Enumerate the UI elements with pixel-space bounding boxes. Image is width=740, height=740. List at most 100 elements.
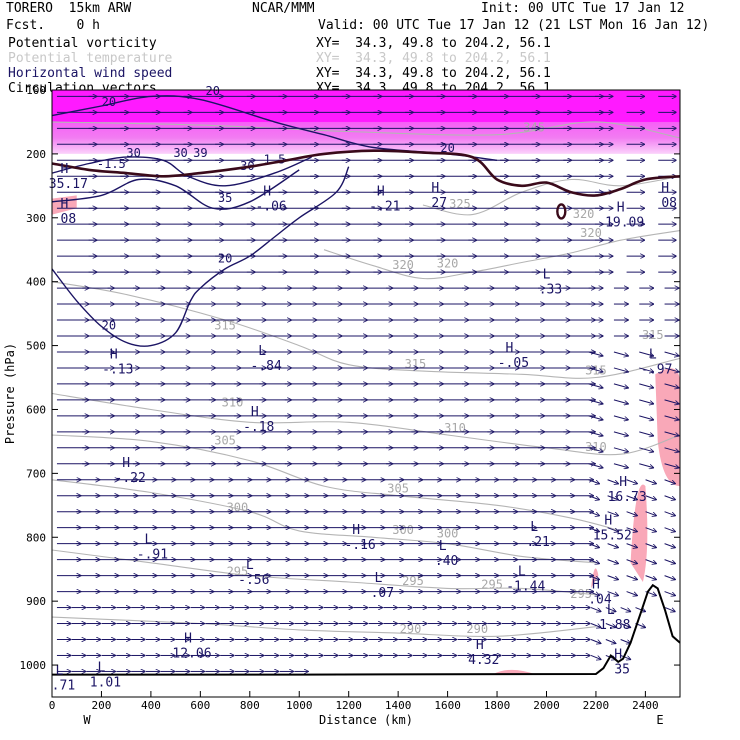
wind-speed-contour-label: 20 — [102, 319, 116, 333]
wind-speed-contour-line — [51, 166, 350, 347]
circulation-vector — [664, 431, 679, 436]
theta-contour-line — [51, 434, 621, 532]
circulation-vector — [588, 399, 603, 404]
field-pv-name: Potential vorticity — [8, 36, 157, 51]
wind-speed-contour-line — [51, 169, 300, 210]
extremum-value-label: 4.32 — [468, 653, 499, 668]
y-tick-label: 500 — [26, 340, 46, 353]
extremum-value-label: -.18 — [243, 420, 274, 435]
theta-contour-label: 290 — [466, 622, 488, 636]
y-tick-label: 300 — [26, 212, 46, 225]
circulation-vector — [639, 463, 653, 468]
extremum-value-label: 12.06 — [172, 647, 211, 662]
theta-contour-label: 305 — [387, 482, 409, 496]
high-marker: H — [251, 405, 259, 420]
extremum-value-label: -.91 — [137, 548, 168, 563]
low-marker: L — [607, 603, 615, 618]
wind-speed-contour-label: 20 — [102, 95, 116, 109]
wind-speed-contour-label: 20 — [205, 84, 219, 98]
low-marker: L — [374, 571, 382, 586]
pv-low-shading — [655, 368, 680, 487]
circulation-vector — [588, 511, 600, 516]
circulation-vector — [639, 351, 653, 356]
circulation-vectors — [56, 96, 679, 671]
circulation-vector — [613, 351, 628, 356]
high-marker: H — [604, 513, 612, 528]
circulation-vector — [626, 543, 638, 548]
circulation-vector — [645, 575, 657, 580]
extremum-value-label: -.05 — [498, 356, 529, 371]
x-tick-label: 2200 — [583, 699, 610, 712]
theta-contour-label: 295 — [402, 574, 424, 588]
pv-closed-contour — [556, 203, 567, 220]
circulation-vector — [607, 479, 619, 484]
y-tick-label: 700 — [26, 467, 46, 480]
x-tick-label: 1400 — [385, 699, 412, 712]
circulation-vector — [626, 511, 638, 516]
circulation-vector — [626, 559, 638, 564]
circulation-vector — [664, 543, 676, 548]
circulation-vector — [626, 591, 638, 596]
theta-contour-label: 345 — [523, 121, 545, 135]
circulation-vector — [639, 383, 653, 388]
extremum-value-label: 16.73 — [608, 490, 647, 505]
field-wind-name: Horizontal wind speed — [8, 66, 173, 81]
circulation-vector — [639, 415, 653, 420]
extremum-value-label: -.06 — [255, 199, 286, 214]
theta-contour-line — [51, 281, 681, 379]
low-marker: L — [518, 565, 526, 580]
extremum-value-label: -.21 — [369, 199, 400, 214]
wind-speed-contour-label: 39 — [193, 146, 207, 160]
x-axis-title: Distance (km) — [319, 713, 413, 727]
high-marker: H — [617, 200, 625, 215]
theta-contour-label: 310 — [444, 421, 466, 435]
extremum-value-label: 1.88 — [599, 618, 630, 633]
extremum-value-label: .71 — [52, 679, 75, 694]
theta-contour-line — [51, 616, 596, 638]
high-marker: H — [661, 181, 669, 196]
circulation-vector — [607, 527, 619, 532]
extremum-value-label: .07 — [371, 586, 394, 601]
circulation-vector — [613, 383, 628, 388]
high-marker: H — [476, 638, 484, 653]
circulation-vector — [664, 511, 676, 516]
low-marker: L — [258, 344, 266, 359]
theta-contour-label: 300 — [227, 501, 249, 515]
field-wind-xy: XY= 34.3, 49.8 to 204.2, 56.1 — [316, 66, 551, 81]
circulation-vector — [588, 591, 600, 596]
circulation-vector — [588, 431, 603, 436]
circulation-vector — [664, 415, 679, 420]
init-time: Init: 00 UTC Tue 17 Jan 12 — [481, 1, 685, 16]
extremum-value-label: 27 — [431, 196, 447, 211]
circulation-vector — [639, 431, 653, 436]
x-tick-label: 1800 — [484, 699, 511, 712]
wind-speed-contour-label: 30 — [173, 146, 187, 160]
circulation-vector — [664, 399, 679, 404]
circulation-vector — [645, 543, 657, 548]
circulation-vector — [639, 447, 653, 452]
circulation-vector — [645, 495, 657, 500]
high-marker: H — [184, 632, 192, 647]
circulation-vector — [620, 607, 631, 612]
circulation-vector — [605, 607, 616, 612]
x-tick-label: 2000 — [533, 699, 560, 712]
circulation-vector — [588, 559, 600, 564]
circulation-vector — [613, 399, 628, 404]
y-tick-label: 900 — [26, 595, 46, 608]
low-marker: L — [649, 347, 657, 362]
circulation-vector — [607, 559, 619, 564]
theta-contour-line — [51, 479, 596, 564]
extremum-value-label: 1.01 — [90, 675, 121, 690]
circulation-vector — [664, 447, 679, 452]
circulation-vector — [645, 559, 657, 564]
extrema-labels: H35.17H08H-.13L-.84H-.06H-.21H27L.33H-.0… — [49, 162, 677, 694]
extremum-value-label: -1.44 — [506, 580, 545, 595]
circulation-vector — [645, 511, 657, 516]
theta-contour-label: 320 — [392, 258, 414, 272]
low-marker: L — [145, 533, 153, 548]
pv-low-shading — [630, 484, 648, 582]
high-marker: H — [431, 181, 439, 196]
pv-two-unit-line — [51, 149, 681, 220]
extremum-value-label: -.56 — [238, 573, 269, 588]
